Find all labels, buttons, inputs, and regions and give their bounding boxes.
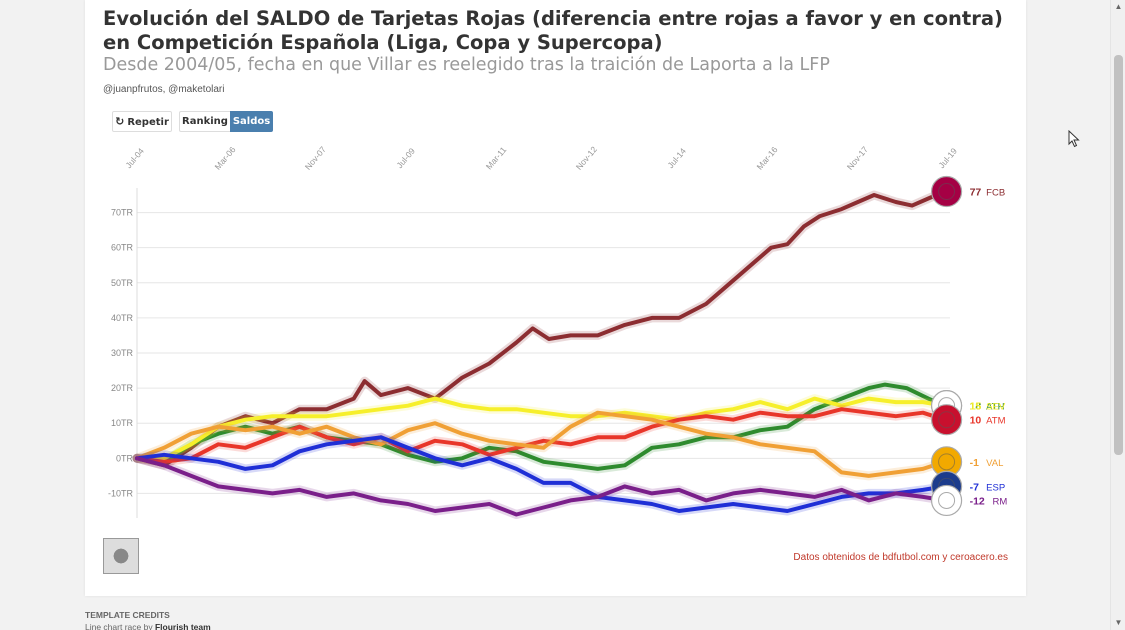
- series-end-name: RM: [992, 496, 1007, 507]
- scroll-down-arrow-icon[interactable]: ▼: [1114, 618, 1123, 627]
- page-scrollbar[interactable]: ▲ ▼: [1110, 0, 1125, 630]
- y-tick-label: 70TR: [111, 208, 134, 218]
- team-badge-icon-inner: [938, 183, 956, 201]
- series-end-name: ESP: [986, 482, 1005, 493]
- template-credits-line: Line chart race by Flourish team: [85, 622, 211, 630]
- x-tick-label: Jul-19: [936, 146, 959, 170]
- credits-author[interactable]: Flourish team: [154, 622, 211, 630]
- series-end-value: 18: [970, 401, 982, 413]
- x-tick-label: Jul-14: [665, 146, 688, 170]
- series-line: [135, 435, 947, 513]
- scroll-up-arrow-icon[interactable]: ▲: [1114, 2, 1123, 11]
- team-badge-icon-inner: [938, 453, 956, 471]
- replay-button[interactable]: ↻ Repetir: [112, 111, 172, 132]
- series-end-name: FCB: [986, 188, 1005, 199]
- team-badge-icon-inner: [938, 491, 956, 509]
- scroll-thumb[interactable]: [1114, 55, 1123, 455]
- x-tick-label: Jul-04: [123, 146, 146, 170]
- chart-title: Evolución del SALDO de Tarjetas Rojas (d…: [103, 7, 1003, 54]
- y-tick-label: 10TR: [111, 418, 134, 428]
- series-end-value: -7: [970, 481, 979, 493]
- series-line: [135, 407, 947, 464]
- series-end-value: -1: [970, 457, 979, 469]
- series-line: [135, 396, 947, 461]
- mouse-cursor-icon: [1068, 130, 1080, 148]
- series-line: [135, 456, 947, 517]
- series-end-value: 10: [970, 415, 982, 427]
- chart-card: Evolución del SALDO de Tarjetas Rojas (d…: [85, 0, 1026, 596]
- x-tick-label: Nov-12: [574, 144, 599, 172]
- team-badge-icon: [930, 484, 963, 517]
- series-line: [135, 189, 947, 468]
- x-tick-label: Nov-07: [303, 144, 328, 172]
- tab-saldos[interactable]: Saldos: [230, 111, 273, 132]
- series-end-name: VAL: [986, 458, 1003, 469]
- series-end-name: ATM: [986, 416, 1005, 427]
- team-badge-icon: [930, 404, 963, 436]
- chart-subtitle: Desde 2004/05, fecha en que Villar es re…: [103, 55, 830, 75]
- y-tick-label: 30TR: [111, 348, 134, 358]
- x-tick-label: Mar-11: [484, 145, 509, 172]
- credits-prefix: Line chart race by: [85, 622, 153, 630]
- x-tick-label: Mar-06: [213, 144, 238, 171]
- series-end-name: SEV: [986, 402, 1006, 413]
- y-tick-label: 60TR: [111, 243, 134, 253]
- replay-icon: ↻: [115, 115, 125, 128]
- series-end-value: 77: [970, 187, 982, 199]
- line-chart: -10TR 0TR 10TR 20TR 30TR 40TR 50TR 60TR 70TR Jul-…: [108, 144, 1007, 519]
- series-end-name: ATH: [986, 402, 1004, 413]
- template-credits-title: TEMPLATE CREDITS: [85, 610, 170, 620]
- y-tick-label: 20TR: [111, 383, 134, 393]
- x-tick-label: Nov-17: [845, 144, 870, 172]
- byline: @juanpfrutos, @maketolari: [103, 84, 225, 95]
- y-tick-label: 40TR: [111, 313, 134, 323]
- data-source: Datos obtenidos de bdfutbol.com y ceroac…: [793, 552, 1008, 563]
- y-tick-label: -10TR: [108, 488, 134, 498]
- x-tick-label: Jul-09: [394, 146, 417, 170]
- team-badge-icon-inner: [938, 411, 956, 429]
- team-badge-icon: [930, 175, 963, 208]
- series-line: [135, 410, 947, 478]
- series-end-value: 15: [970, 401, 982, 413]
- y-tick-label: 0TR: [116, 453, 134, 463]
- y-tick-label: 50TR: [111, 278, 134, 288]
- series-end-value: -12: [970, 495, 985, 507]
- series-line: [135, 382, 947, 471]
- tab-ranking[interactable]: Ranking: [179, 111, 230, 132]
- author-logo: [103, 538, 139, 574]
- replay-label: Repetir: [127, 117, 169, 128]
- x-tick-label: Mar-16: [755, 144, 780, 171]
